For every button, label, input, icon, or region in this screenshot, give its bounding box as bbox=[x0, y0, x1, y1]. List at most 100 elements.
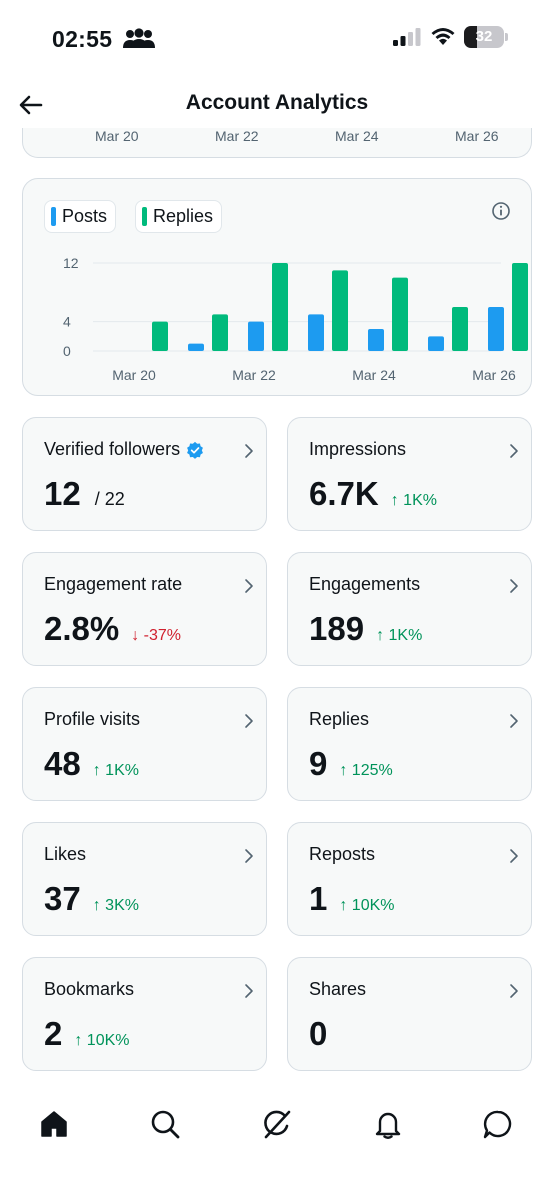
metric-label-text: Replies bbox=[309, 709, 370, 729]
page-title: Account Analytics bbox=[185, 91, 369, 114]
chevron-right-icon bbox=[510, 849, 518, 863]
y-tick-label: 0 bbox=[63, 343, 71, 359]
chevron-right-icon bbox=[510, 579, 518, 593]
metric-change: ↑ 1K% bbox=[92, 762, 139, 779]
bar-replies-2[interactable] bbox=[272, 263, 288, 351]
metric-value: 9 bbox=[309, 745, 328, 782]
metric-card-engagements[interactable]: Engagements 189 ↑ 1K% bbox=[287, 552, 532, 666]
battery-level: 32 bbox=[475, 28, 493, 45]
posts-swatch bbox=[51, 207, 56, 226]
chevron-right-icon bbox=[245, 984, 253, 998]
metric-label: Profile visits bbox=[44, 709, 140, 730]
metric-card-likes[interactable]: Likes 37 ↑ 3K% bbox=[22, 822, 267, 936]
search-icon[interactable] bbox=[149, 1108, 181, 1140]
metric-value-row: 189 ↑ 1K% bbox=[309, 610, 422, 648]
legend-posts-label: Posts bbox=[62, 206, 108, 226]
chevron-right-icon bbox=[510, 444, 518, 458]
grok-icon[interactable] bbox=[261, 1108, 293, 1140]
metric-label: Shares bbox=[309, 979, 366, 1000]
metric-value-row: 6.7K ↑ 1K% bbox=[309, 475, 437, 513]
replies-swatch bbox=[142, 207, 147, 226]
messages-icon[interactable] bbox=[482, 1108, 514, 1140]
bar-posts-2[interactable] bbox=[248, 321, 264, 351]
legend-posts[interactable]: Posts bbox=[44, 200, 117, 233]
metric-label-text: Shares bbox=[309, 979, 367, 999]
chevron-right-icon bbox=[245, 714, 253, 728]
bar-posts-3[interactable] bbox=[308, 314, 324, 351]
metric-card-impressions[interactable]: Impressions 6.7K ↑ 1K% bbox=[287, 417, 532, 531]
metric-value: 0 bbox=[309, 1015, 328, 1052]
info-icon[interactable] bbox=[491, 201, 511, 221]
bottom-nav bbox=[0, 1090, 554, 1160]
metric-value-row: 2 ↑ 10K% bbox=[44, 1015, 130, 1053]
bar-posts-6[interactable] bbox=[488, 307, 504, 351]
metric-change: ↓ -37% bbox=[131, 627, 182, 644]
chevron-right-icon bbox=[245, 849, 253, 863]
wifi-icon bbox=[431, 28, 455, 45]
chevron-right-icon bbox=[245, 444, 253, 458]
people-icon bbox=[123, 28, 155, 48]
bar-posts-1[interactable] bbox=[188, 343, 204, 351]
metric-value: 12 bbox=[44, 475, 81, 512]
bar-replies-5[interactable] bbox=[452, 307, 468, 351]
chevron-right-icon bbox=[510, 984, 518, 998]
metric-card-replies[interactable]: Replies 9 ↑ 125% bbox=[287, 687, 532, 801]
metric-label: Replies bbox=[309, 709, 369, 730]
metric-value-row: 0 bbox=[309, 1015, 327, 1053]
back-arrow-icon[interactable] bbox=[16, 90, 46, 120]
metric-label-text: Likes bbox=[44, 844, 87, 864]
metric-change: ↑ 10K% bbox=[74, 1032, 130, 1049]
chevron-right-icon bbox=[245, 579, 253, 593]
metric-card-engagement-rate[interactable]: Engagement rate 2.8% ↓ -37% bbox=[22, 552, 267, 666]
metric-label-text: Impressions bbox=[309, 439, 407, 459]
metric-label: Reposts bbox=[309, 844, 375, 865]
prev-x-tick: Mar 24 bbox=[335, 128, 379, 144]
header: Account Analytics bbox=[0, 78, 554, 130]
prev-x-tick: Mar 20 bbox=[95, 128, 139, 144]
bar-replies-1[interactable] bbox=[212, 314, 228, 351]
notifications-icon[interactable] bbox=[372, 1108, 404, 1140]
metric-value-row: 1 ↑ 10K% bbox=[309, 880, 395, 918]
metric-card-shares[interactable]: Shares 0 bbox=[287, 957, 532, 1071]
metric-value-row: 2.8% ↓ -37% bbox=[44, 610, 181, 648]
metric-card-reposts[interactable]: Reposts 1 ↑ 10K% bbox=[287, 822, 532, 936]
legend-replies-label: Replies bbox=[153, 206, 214, 226]
metric-value: 2 bbox=[44, 1015, 63, 1052]
metric-label: Bookmarks bbox=[44, 979, 134, 1000]
metric-label: Impressions bbox=[309, 439, 406, 460]
metric-change: ↑ 3K% bbox=[92, 897, 139, 914]
metric-secondary: / 22 bbox=[94, 489, 125, 509]
metric-change: ↑ 10K% bbox=[339, 897, 395, 914]
x-tick-label: Mar 26 bbox=[472, 367, 516, 383]
metric-label-text: Profile visits bbox=[44, 709, 141, 729]
bar-replies-0[interactable] bbox=[152, 321, 168, 351]
signal-icon bbox=[393, 28, 421, 46]
metric-value: 189 bbox=[309, 610, 365, 647]
metric-label-text: Verified followers bbox=[44, 439, 181, 459]
metric-label: Engagements bbox=[309, 574, 420, 595]
bar-posts-5[interactable] bbox=[428, 336, 444, 351]
x-tick-label: Mar 20 bbox=[112, 367, 156, 383]
bar-replies-3[interactable] bbox=[332, 270, 348, 351]
metric-label: Likes bbox=[44, 844, 86, 865]
metric-value-row: 48 ↑ 1K% bbox=[44, 745, 139, 783]
metric-change: ↑ 1K% bbox=[376, 627, 423, 644]
metric-value-row: 9 ↑ 125% bbox=[309, 745, 393, 783]
metric-card-verified-followers[interactable]: Verified followers 12 / 22 bbox=[22, 417, 267, 531]
bar-replies-4[interactable] bbox=[392, 277, 408, 351]
y-tick-label: 12 bbox=[63, 255, 79, 271]
metric-card-bookmarks[interactable]: Bookmarks 2 ↑ 10K% bbox=[22, 957, 267, 1071]
metric-label-text: Engagement rate bbox=[44, 574, 183, 594]
metric-label: Engagement rate bbox=[44, 574, 182, 595]
metric-value: 2.8% bbox=[44, 610, 120, 647]
verified-badge-icon bbox=[187, 441, 203, 459]
bar-posts-4[interactable] bbox=[368, 329, 384, 351]
metric-card-profile-visits[interactable]: Profile visits 48 ↑ 1K% bbox=[22, 687, 267, 801]
metric-label-text: Engagements bbox=[309, 574, 421, 594]
home-icon[interactable] bbox=[38, 1108, 70, 1140]
legend-replies[interactable]: Replies bbox=[135, 200, 223, 233]
bar-replies-6[interactable] bbox=[512, 263, 528, 351]
prev-x-tick: Mar 26 bbox=[455, 128, 499, 144]
battery-fill bbox=[464, 26, 477, 48]
metric-value-row: 37 ↑ 3K% bbox=[44, 880, 139, 918]
